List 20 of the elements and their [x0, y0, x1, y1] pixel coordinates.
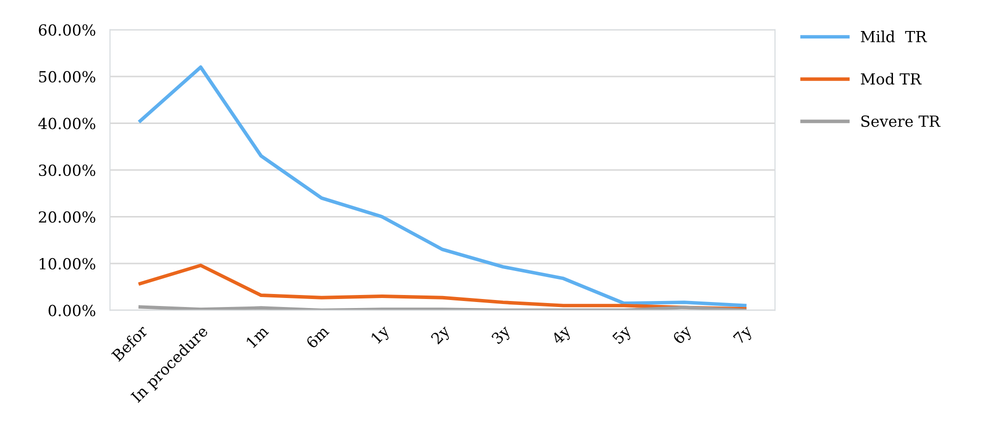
y-tick-label: 20.00%	[38, 211, 96, 223]
legend-label: Severe TR	[861, 115, 941, 127]
y-tick-label: 10.00%	[40, 258, 96, 270]
y-tick-label: 40.00%	[38, 118, 96, 130]
line-series	[138, 65, 747, 308]
x-tick-label: 4y	[550, 324, 574, 348]
x-tick-label: 1m	[246, 324, 270, 348]
y-tick-label: 30.00%	[39, 164, 96, 176]
x-tick-label: 6m	[305, 324, 330, 349]
x-tick-label: 3y	[490, 324, 514, 347]
legend-label: Mod TR	[860, 72, 922, 85]
legend-label: Mild TR	[860, 30, 928, 42]
y-tick-label: 60.00%	[38, 24, 96, 36]
x-tick-label: 1y	[370, 324, 392, 346]
x-tick-label: 5y	[612, 324, 634, 347]
y-tick-label: 0.00%	[48, 304, 96, 316]
x-tick-label: 2y	[430, 324, 453, 347]
y-tick-label: 50.00%	[39, 70, 96, 83]
x-tick-label: 7y	[732, 324, 756, 347]
x-tick-label: 6y	[672, 324, 695, 347]
